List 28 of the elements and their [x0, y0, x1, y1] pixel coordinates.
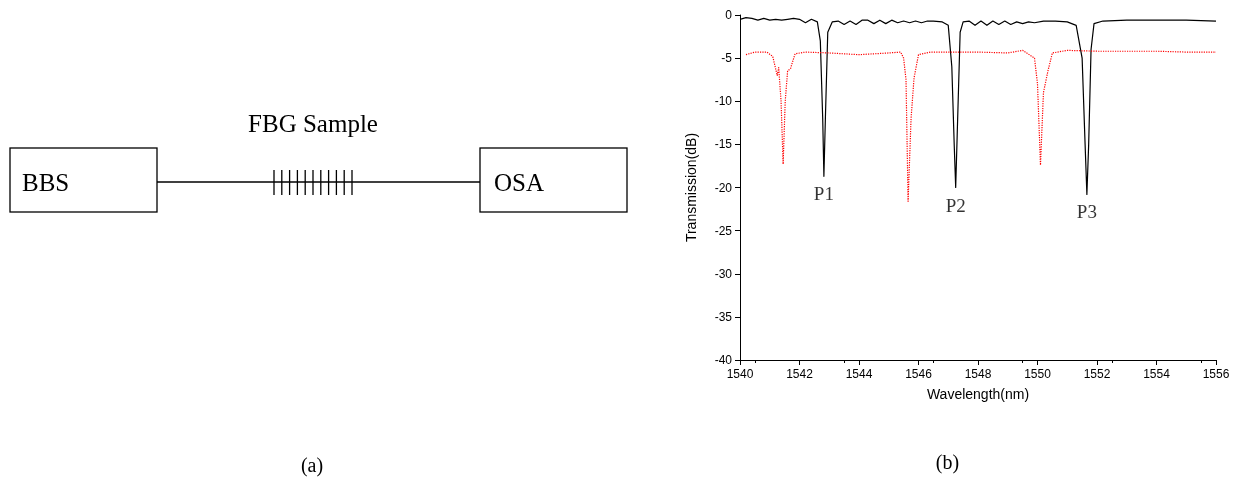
- y-tick-label: -15: [714, 137, 733, 152]
- y-tick-label: -20: [714, 180, 733, 195]
- x-tick-label: 1542: [786, 367, 814, 381]
- y-tick-label: -5: [721, 51, 733, 66]
- y-tick-label: 0: [725, 8, 733, 22]
- x-tick-label: 1554: [1143, 367, 1171, 381]
- annotation: P2: [945, 194, 966, 216]
- x-axis-title: Wavelength(nm): [926, 386, 1030, 402]
- y-axis-title: Transmission(dB): [683, 132, 699, 243]
- y-tick-label: -35: [714, 309, 733, 324]
- y-tick-label: -10: [714, 94, 733, 109]
- annotation: P3: [1076, 201, 1097, 223]
- x-tick-label: 1552: [1083, 367, 1111, 381]
- text: (b): [935, 451, 960, 474]
- x-tick-label: 1544: [845, 367, 873, 381]
- y-tick-label: -25: [714, 223, 733, 238]
- x-tick-label: 1556: [1202, 367, 1230, 381]
- text: OSA: [494, 169, 545, 196]
- annotation: P1: [813, 183, 834, 205]
- x-tick-label: 1548: [964, 367, 992, 381]
- x-tick-label: 1546: [905, 367, 933, 381]
- x-tick-label: 1550: [1024, 367, 1052, 381]
- text: (a): [300, 454, 324, 477]
- x-tick-label: 1540: [726, 367, 754, 381]
- y-tick-label: -30: [714, 266, 733, 281]
- text: BBS: [22, 169, 70, 196]
- text: FBG Sample: [248, 110, 378, 137]
- y-tick-label: -40: [714, 353, 733, 367]
